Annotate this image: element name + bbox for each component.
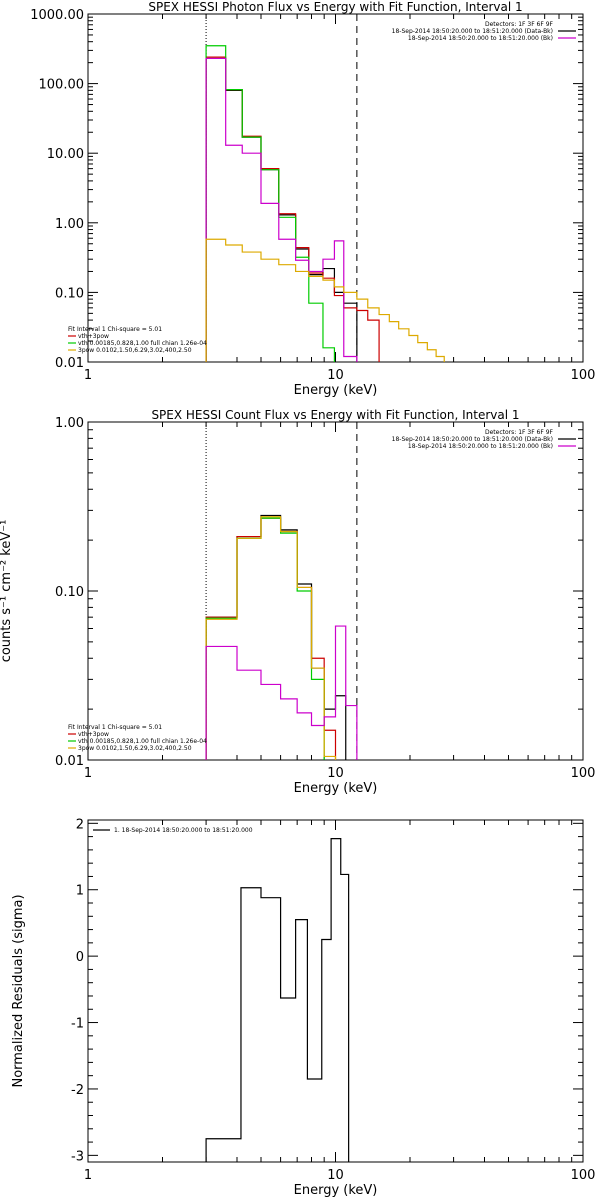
residuals-x-tick-label: 100	[571, 1168, 596, 1183]
photon-flux-y-tick-label: 0.01	[55, 356, 84, 371]
photon-flux-x-axis: 1 10 100 Energy (keV)	[84, 14, 596, 398]
count-flux-legend-entry: 18-Sep-2014 18:50:20.000 to 18:51:20.000…	[408, 443, 553, 450]
photon-flux-series-4-histogram	[205, 238, 445, 362]
count-flux-series-3-histogram	[205, 516, 337, 760]
count-flux-legend-entry: Detectors: 1F 3F 6F 9F	[485, 429, 554, 436]
count-flux-y-tick-label: 0.01	[55, 754, 84, 769]
count-flux-series-group	[205, 514, 358, 760]
photon-flux-title: SPEX HESSI Photon Flux vs Energy with Fi…	[148, 0, 522, 14]
photon-flux-y-axis: 0.01 0.10 1.00 10.00 100.00 1000.00	[30, 8, 583, 371]
photon-flux-x-axis-label: Energy (keV)	[294, 383, 378, 398]
photon-flux-legend-bottom: Fit Interval 1 Chi-square = 5.01vth+3pow…	[68, 326, 207, 354]
count-flux-y-axis: 0.01 0.10 1.00 counts s⁻¹ cm⁻² keV⁻¹	[0, 416, 583, 769]
count-flux-series-4-histogram	[205, 625, 358, 760]
residuals-y-tick-label: -2	[71, 1083, 84, 1098]
count-flux-legend-entry: 18-Sep-2014 18:50:20.000 to 18:51:20.000…	[392, 436, 553, 443]
count-flux-panel: SPEX HESSI Count Flux vs Energy with Fit…	[0, 408, 595, 796]
photon-flux-series-1-histogram	[205, 56, 380, 362]
residuals-y-tick-label: 1	[76, 884, 84, 899]
photon-flux-x-tick-label: 100	[571, 368, 596, 383]
residuals-y-axis-label: Normalized Residuals (sigma)	[11, 894, 26, 1087]
residuals-x-axis: 1 10 100 Energy (keV)	[84, 820, 596, 1198]
count-flux-x-tick-label: 10	[327, 766, 344, 781]
residuals-series-group	[205, 837, 350, 1162]
count-flux-x-tick-label: 1	[84, 766, 92, 781]
photon-flux-series-2-histogram	[205, 45, 336, 362]
photon-flux-y-tick-label: 1000.00	[30, 8, 84, 23]
photon-flux-legend-entry: 18-Sep-2014 18:50:20.000 to 18:51:20.000…	[408, 35, 553, 42]
residuals-x-tick-label: 10	[327, 1168, 344, 1183]
count-flux-legend-entry: Fit Interval 1 Chi-square = 5.01	[68, 724, 162, 731]
count-flux-x-axis: 1 10 100 Energy (keV)	[84, 422, 596, 796]
photon-flux-plot-frame	[87, 13, 584, 363]
residuals-series-0-histogram	[205, 837, 350, 1162]
photon-flux-x-tick-label: 1	[84, 368, 92, 383]
photon-flux-y-tick-label: 1.00	[55, 217, 84, 232]
residuals-legend-top: 1. 18-Sep-2014 18:50:20.000 to 18:51:20.…	[93, 827, 253, 834]
residuals-y-tick-label: -3	[71, 1149, 84, 1164]
residuals-plot-frame	[87, 819, 584, 1163]
count-flux-legend-entry: 3pow 0.0102,1.50,6.29,3.02,400,2.50	[78, 745, 192, 752]
count-flux-legend-entry: vth+3pow	[78, 731, 109, 738]
residuals-panel: 1 10 100 Energy (keV) -3 -2 -1 0 1 2 Normalized Re…	[11, 817, 595, 1198]
photon-flux-y-tick-label: 100.00	[39, 78, 85, 93]
residuals-x-axis-label: Energy (keV)	[294, 1183, 378, 1198]
count-flux-y-tick-label: 0.10	[55, 585, 84, 600]
count-flux-series-2-histogram	[205, 517, 325, 760]
residuals-y-axis: -3 -2 -1 0 1 2 Normalized Residuals (sigma)	[11, 817, 583, 1164]
photon-flux-legend-entry: 18-Sep-2014 18:50:20.000 to 18:51:20.000…	[392, 28, 553, 35]
photon-flux-y-tick-label: 10.00	[47, 147, 84, 162]
photon-flux-series-0-histogram	[205, 57, 358, 362]
count-flux-y-tick-label: 1.00	[55, 416, 84, 431]
photon-flux-legend-entry: Fit Interval 1 Chi-square = 5.01	[68, 326, 162, 333]
count-flux-title: SPEX HESSI Count Flux vs Energy with Fit…	[151, 408, 519, 422]
photon-flux-series-group	[205, 45, 445, 362]
count-flux-x-axis-label: Energy (keV)	[294, 781, 378, 796]
count-flux-legend-entry: vth 0.00185,0.828,1.00 full chian 1.26e-…	[78, 738, 207, 745]
residuals-x-tick-label: 1	[84, 1168, 92, 1183]
count-flux-x-tick-label: 100	[571, 766, 596, 781]
residuals-y-tick-label: 2	[76, 817, 84, 832]
residuals-y-tick-label: -1	[71, 1017, 84, 1032]
photon-flux-legend-entry: 3pow 0.0102,1.50,6.29,3.02,400,2.50	[78, 347, 192, 354]
photon-flux-panel: SPEX HESSI Photon Flux vs Energy with Fi…	[30, 0, 595, 398]
residuals-legend-entry: 1. 18-Sep-2014 18:50:20.000 to 18:51:20.…	[114, 827, 253, 834]
count-flux-legend-bottom: Fit Interval 1 Chi-square = 5.01vth+3pow…	[68, 724, 207, 752]
count-flux-y-axis-label: counts s⁻¹ cm⁻² keV⁻¹	[0, 520, 14, 663]
photon-flux-x-tick-label: 10	[327, 368, 344, 383]
count-flux-series-1-histogram	[205, 517, 337, 760]
photon-flux-legend-entry: vth+3pow	[78, 333, 109, 340]
photon-flux-legend-entry: vth 0.00185,0.828,1.00 full chian 1.26e-…	[78, 340, 207, 347]
photon-flux-y-tick-label: 0.10	[55, 286, 84, 301]
photon-flux-legend-entry: Detectors: 1F 3F 6F 9F	[485, 21, 554, 28]
residuals-y-tick-label: 0	[76, 950, 84, 965]
photon-flux-series-3-histogram	[205, 57, 358, 362]
